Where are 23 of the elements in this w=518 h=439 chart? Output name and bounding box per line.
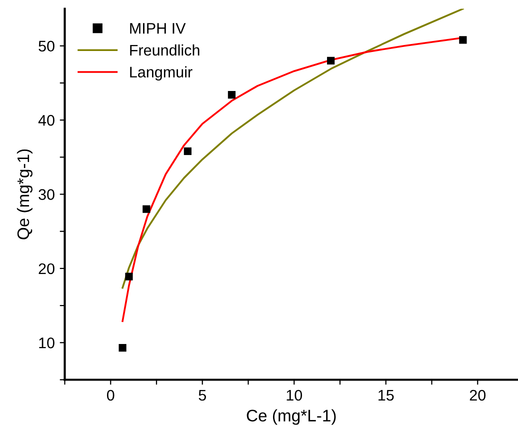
- point: [327, 56, 335, 65]
- point: [459, 36, 467, 44]
- line-series: [122, 8, 464, 289]
- legend-label: Freundlich: [130, 44, 200, 56]
- x-tick-label: 5: [198, 390, 206, 401]
- point: [118, 344, 126, 352]
- x-tick-label: 0: [106, 390, 114, 401]
- legend-label: MIPH IV: [130, 23, 186, 34]
- x-tick-label: 20: [470, 390, 486, 401]
- x-axis-title: Ce (mg*L-1): [246, 409, 336, 425]
- y-tick-label: 40: [38, 114, 54, 126]
- point: [125, 272, 133, 280]
- point: [184, 147, 192, 156]
- y-tick-label: 50: [38, 40, 54, 52]
- x-tick-label: 10: [286, 390, 302, 401]
- y-tick-label: 20: [38, 263, 54, 274]
- point: [228, 91, 236, 99]
- y-tick-label: 10: [39, 338, 54, 348]
- y-axis-title: Qe (mg*g-1): [16, 149, 32, 240]
- x-tick-label: 15: [378, 390, 394, 401]
- y-tick-label: 30: [38, 189, 54, 200]
- point: [142, 205, 150, 213]
- legend-label: Langmuir: [130, 66, 192, 81]
